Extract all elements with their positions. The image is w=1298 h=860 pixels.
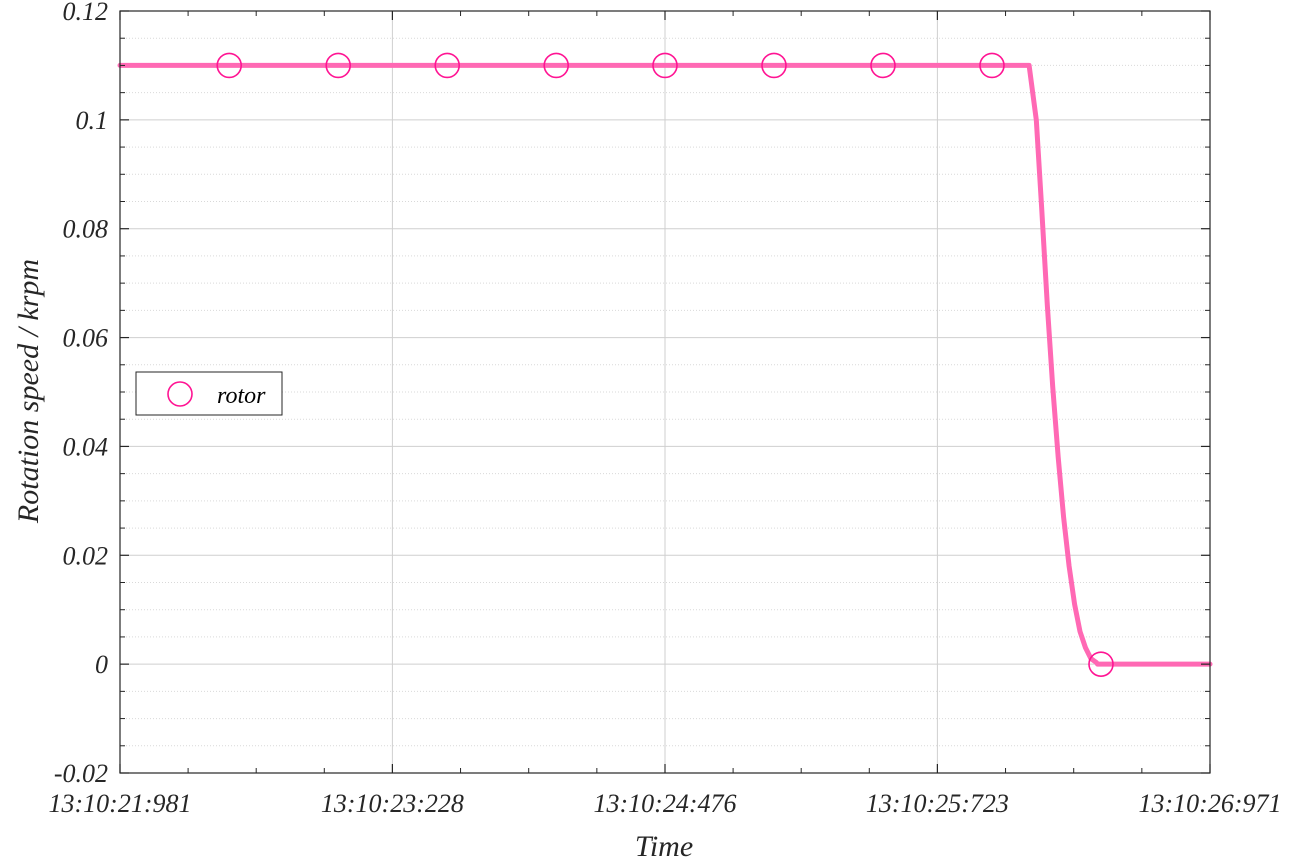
x-axis-title: Time <box>635 830 693 860</box>
legend: rotor <box>135 371 283 416</box>
x-tick-label: 13:10:25:723 <box>866 789 1009 818</box>
data-marker-rotor <box>434 52 461 79</box>
x-tick-label: 13:10:23:228 <box>321 789 464 818</box>
data-marker-rotor <box>761 52 787 79</box>
y-tick-label: 0.02 <box>63 541 109 570</box>
legend-label: rotor <box>217 383 266 409</box>
tick-marks <box>119 10 1211 774</box>
data-marker-rotor <box>1088 651 1114 677</box>
data-marker-rotor <box>543 52 570 79</box>
data-marker-rotor <box>325 52 352 79</box>
y-tick-label: 0.08 <box>63 215 109 244</box>
legend-box <box>135 371 283 416</box>
x-tick-label: 13:10:21:981 <box>49 789 192 818</box>
y-tick-label: 0 <box>95 650 108 679</box>
x-tick-label: 13:10:26:971 <box>1139 789 1282 818</box>
data-marker-rotor <box>216 52 243 79</box>
major-grid <box>120 10 1210 774</box>
y-tick-label: 0.12 <box>63 0 109 26</box>
data-marker-rotor <box>652 52 678 79</box>
data-marker-rotor <box>870 52 896 79</box>
legend-marker-circle-icon <box>167 381 193 407</box>
y-tick-label: -0.02 <box>54 759 108 788</box>
x-tick-label: 13:10:24:476 <box>594 789 737 818</box>
series-layer <box>117 52 1213 677</box>
y-tick-labels: -0.02 0 0.02 0.04 0.06 0.08 0.1 0.12 <box>54 0 108 788</box>
data-marker-rotor <box>979 52 1005 79</box>
x-tick-labels: 13:10:21:981 13:10:23:228 13:10:24:476 13:1… <box>49 789 1282 818</box>
y-tick-label: 0.1 <box>76 106 109 135</box>
series-line-rotor <box>117 62 1213 667</box>
y-tick-label: 0.06 <box>63 324 109 353</box>
y-tick-label: 0.04 <box>63 432 109 461</box>
y-axis-title: Rotation speed / krpm <box>12 259 45 524</box>
